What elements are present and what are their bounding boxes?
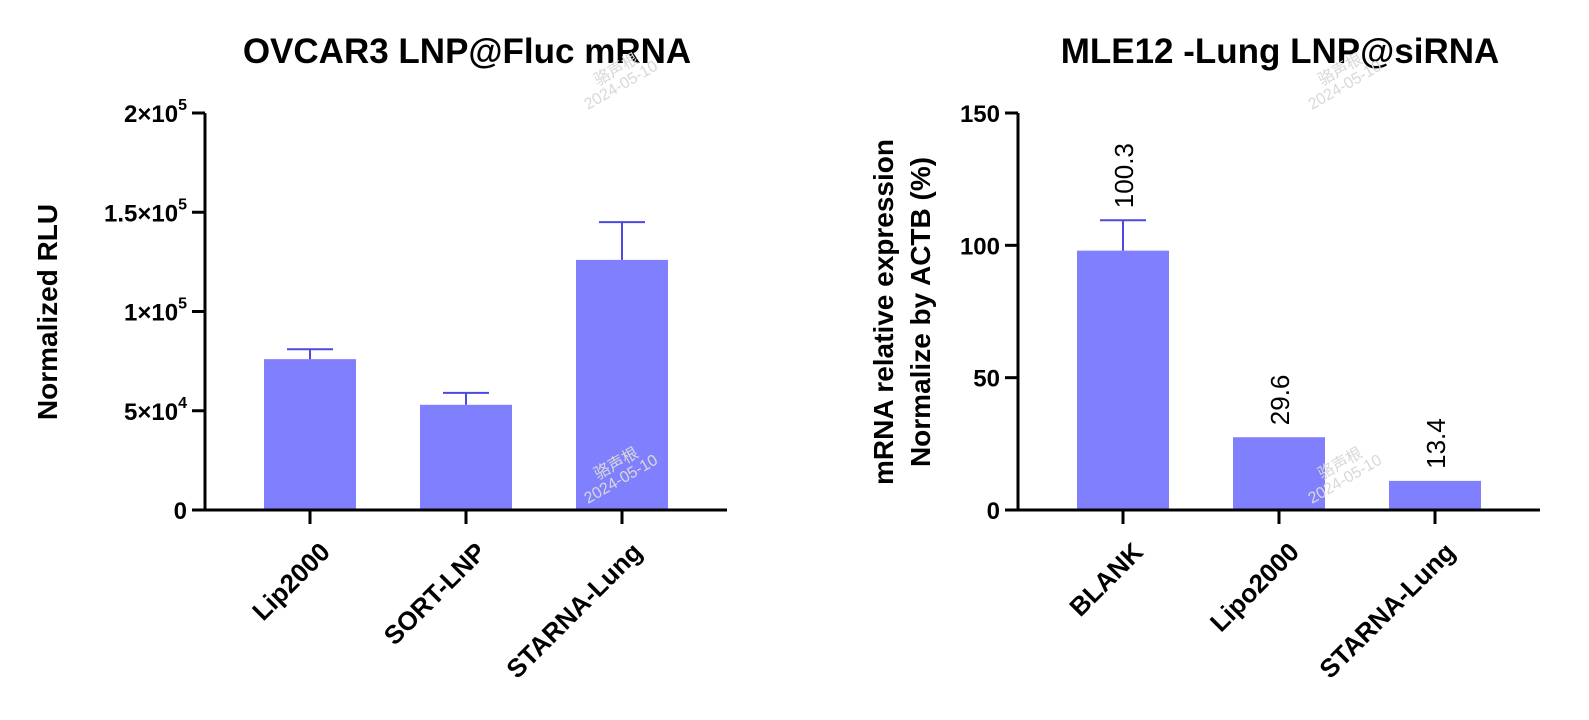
y-tick-label: 150 [960, 101, 1000, 128]
error-bars [287, 221, 645, 405]
y-tick-label: 5×104 [124, 395, 187, 426]
chart-title: OVCAR3 LNP@Fluc mRNA [243, 32, 691, 71]
y-tick-exponent: 5 [178, 196, 187, 213]
bar [576, 259, 668, 510]
category-label: SORT-LNP [378, 537, 492, 651]
y-axis-label-line1: mRNA relative expression [868, 139, 899, 485]
y-tick-label: 1.5×105 [104, 196, 187, 227]
y-tick-base: 0 [987, 498, 1000, 525]
category-label: Lip2000 [246, 537, 336, 627]
category-label: BLANK [1063, 536, 1149, 622]
y-axis-label-line2: Normalize by ACTB (%) [905, 157, 936, 467]
y-tick-label: 0 [174, 498, 187, 525]
y-tick-label: 50 [973, 366, 1000, 393]
data-label: 13.4 [1421, 418, 1451, 469]
y-tick-exponent: 5 [178, 97, 187, 114]
data-label: 29.6 [1265, 375, 1295, 426]
bar [1389, 480, 1481, 510]
y-tick-base: 2×10 [124, 101, 178, 128]
y-tick-base: 1×10 [124, 300, 178, 327]
bar [264, 359, 356, 510]
y-ticks: 0 50 100 150 [960, 101, 1018, 525]
category-labels: BLANK Lipo2000 STARNA-Lung [1063, 510, 1461, 684]
bar [1077, 250, 1169, 511]
bar [1233, 437, 1325, 510]
bars [264, 259, 668, 510]
y-tick-label: 0 [987, 498, 1000, 525]
category-label: STARNA-Lung [500, 537, 647, 684]
chart-mle12: MLE12 -Lung LNP@siRNA mRNA relative expr… [868, 32, 1540, 684]
bar [420, 404, 512, 510]
y-tick-exponent: 5 [178, 296, 187, 313]
y-tick-label: 1×105 [124, 296, 187, 327]
data-labels: 100.3 29.6 13.4 [1109, 143, 1451, 469]
y-tick-label: 2×105 [124, 97, 187, 128]
y-tick-label: 100 [960, 233, 1000, 260]
y-tick-base: 50 [973, 366, 1000, 393]
data-label: 100.3 [1109, 143, 1139, 208]
error-bars [1100, 219, 1146, 251]
y-tick-base: 5×10 [124, 399, 178, 426]
category-labels: Lip2000 SORT-LNP STARNA-Lung [246, 510, 648, 684]
category-label: STARNA-Lung [1313, 537, 1460, 684]
y-tick-base: 0 [174, 498, 187, 525]
category-label: Lipo2000 [1204, 537, 1305, 638]
chart-ovcar3: OVCAR3 LNP@Fluc mRNA Normalized RLU 0 5×1… [32, 32, 727, 684]
y-axis-label: Normalized RLU [32, 204, 63, 420]
chart-title: MLE12 -Lung LNP@siRNA [1061, 32, 1500, 71]
bars [1077, 250, 1481, 511]
y-tick-base: 150 [960, 101, 1000, 128]
y-tick-base: 100 [960, 233, 1000, 260]
y-tick-base: 1.5×10 [104, 200, 178, 227]
y-tick-exponent: 4 [178, 395, 187, 412]
